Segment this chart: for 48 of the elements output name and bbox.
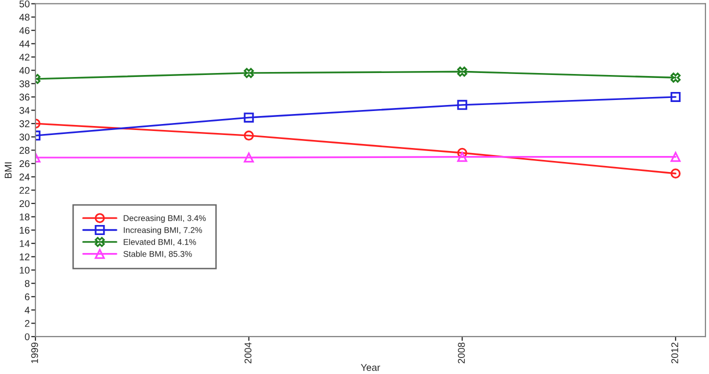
x-axis-title: Year <box>360 364 380 371</box>
point <box>457 66 468 77</box>
y-tick-label: 30 <box>19 134 30 141</box>
point <box>670 92 681 102</box>
y-tick-label: 2 <box>24 320 30 327</box>
y-tick-label: 10 <box>20 266 30 274</box>
y-tick-label: 40 <box>19 67 30 74</box>
point <box>457 148 468 158</box>
point <box>244 68 254 78</box>
point <box>457 100 468 110</box>
legend-label: Stable BMI, 85.3% <box>123 250 192 258</box>
y-tick-label: 12 <box>20 253 30 260</box>
legend-label: Increasing BMI, 7.2% <box>124 226 202 235</box>
y-tick-label: 36 <box>19 94 30 101</box>
point <box>670 72 681 83</box>
point <box>457 152 468 162</box>
point <box>244 130 254 141</box>
point <box>670 152 681 162</box>
y-tick-label: 24 <box>20 174 30 180</box>
y-tick-label: 32 <box>19 120 30 128</box>
y-tick-label: 34 <box>19 106 30 114</box>
y-tick-label: 8 <box>24 280 30 287</box>
point <box>670 168 681 178</box>
point <box>244 112 254 123</box>
y-tick-label: 16 <box>20 226 30 234</box>
y-tick-label: 48 <box>19 14 30 21</box>
y-tick-label: 6 <box>24 293 30 300</box>
y-tick-label: 22 <box>20 186 30 194</box>
legend-label: Elevated BMI, 4.1% <box>124 238 196 246</box>
legend-label: Decreasing BMI, 3.4% <box>124 214 206 223</box>
y-tick-label: 0 <box>24 333 30 340</box>
y-tick-label: 20 <box>20 200 30 208</box>
y-tick-label: 4 <box>24 306 30 314</box>
x-tick-label: 2004 <box>244 342 252 364</box>
y-tick-label: 18 <box>20 214 30 220</box>
y-tick-label: 14 <box>20 240 30 247</box>
y-tick-label: 26 <box>20 160 30 168</box>
x-tick-label: 2012 <box>671 342 678 364</box>
y-tick-label: 46 <box>19 27 30 34</box>
y-axis-title: BMI <box>4 162 12 178</box>
y-tick-label: 28 <box>20 146 30 154</box>
x-tick-label: 1999 <box>31 342 38 364</box>
y-tick-label: 50 <box>19 0 30 8</box>
x-tick-label: 2008 <box>458 342 465 364</box>
y-tick-label: 44 <box>19 40 30 48</box>
point <box>244 152 254 163</box>
y-tick-label: 42 <box>19 54 30 61</box>
y-tick-label: 38 <box>19 80 30 88</box>
